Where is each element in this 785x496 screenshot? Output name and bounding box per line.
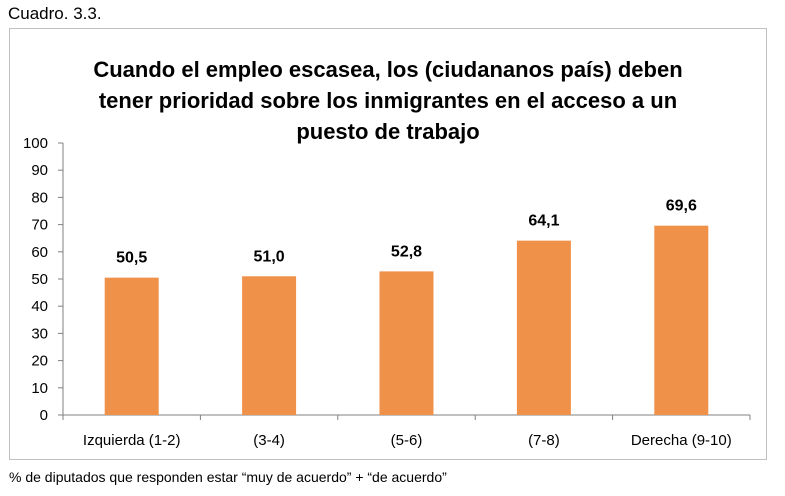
y-tick-label: 0	[40, 407, 48, 424]
bar-data-label: 50,5	[116, 250, 147, 267]
chart-title: Cuando el empleo escasea, los (ciudanano…	[0, 54, 776, 147]
figure-caption: Cuadro. 3.3.	[8, 4, 102, 23]
bar-data-label: 51,0	[254, 248, 285, 265]
chart-footnote: % de diputados que responden estar “muy …	[9, 469, 447, 485]
bar-data-label: 64,1	[528, 213, 559, 230]
bar-data-label: 69,6	[666, 198, 697, 215]
x-category-label: Izquierda (1-2)	[83, 432, 181, 449]
y-tick-label: 30	[31, 325, 48, 342]
bar-2	[242, 276, 297, 415]
y-tick-label: 40	[31, 298, 48, 315]
chart-title-line-3: puesto de trabajo	[296, 119, 480, 144]
y-tick-label: 20	[31, 353, 48, 370]
y-tick-label: 80	[31, 189, 48, 206]
bar-5	[654, 225, 709, 415]
y-tick-label: 50	[31, 271, 48, 288]
bar-3	[379, 271, 434, 415]
x-category-label: (5-6)	[391, 432, 423, 449]
x-category-label: (3-4)	[253, 432, 285, 449]
y-tick-label: 70	[31, 217, 48, 234]
x-category-label: Derecha (9-10)	[631, 432, 732, 449]
y-tick-label: 10	[31, 380, 48, 397]
bar-data-label: 52,8	[391, 243, 422, 260]
y-tick-label: 90	[31, 162, 48, 179]
bar-1	[104, 277, 159, 415]
x-category-label: (7-8)	[528, 432, 560, 449]
y-tick-label: 100	[23, 135, 48, 152]
y-tick-label: 60	[31, 244, 48, 261]
chart-title-line-2: tener prioridad sobre los inmigrantes en…	[98, 88, 678, 113]
chart-title-line-1: Cuando el empleo escasea, los (ciudanano…	[93, 57, 683, 82]
bar-4	[516, 240, 571, 415]
